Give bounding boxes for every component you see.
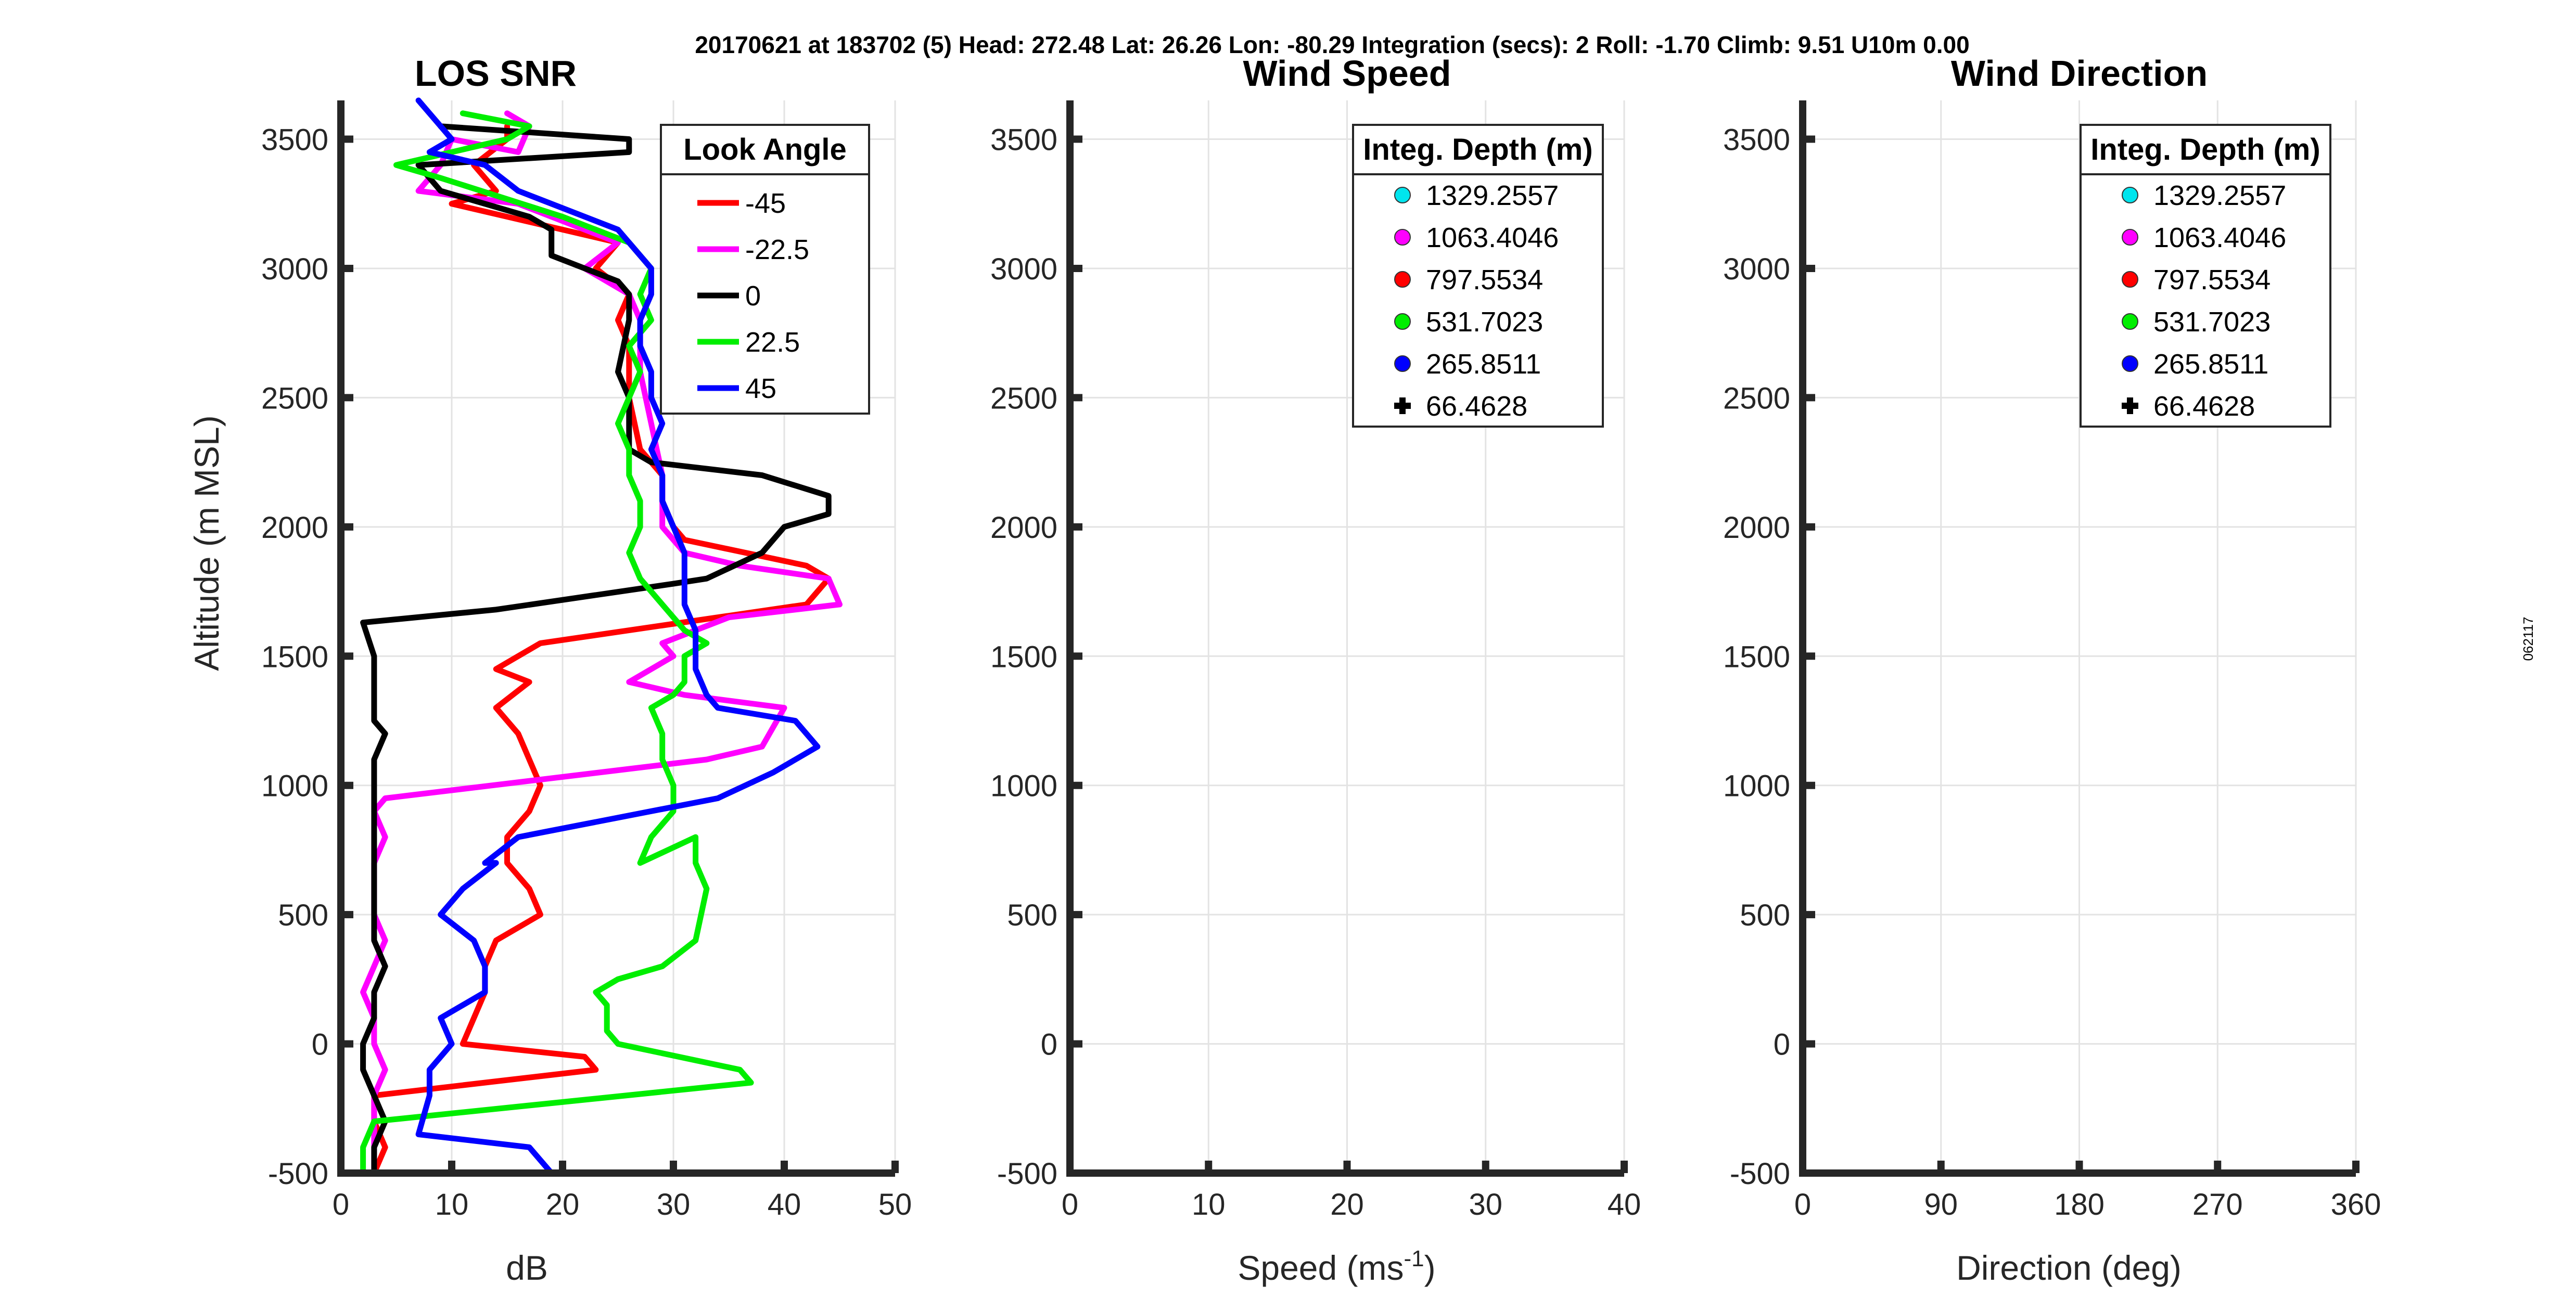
panel-2-xtick-label-270: 270 (2192, 1188, 2243, 1221)
panel-2-legend-swatch-265-8511 (2122, 355, 2138, 372)
panel-1-ytick-label-1500: 1500 (990, 640, 1057, 674)
panel-2-legend-swatch-1063-4046 (2122, 229, 2138, 246)
panel-2-ytick-label-1000: 1000 (1723, 769, 1790, 803)
panel-2-xtick-label-90: 90 (1924, 1188, 1958, 1221)
panel-1-xtick-label-0: 0 (1062, 1188, 1078, 1221)
panel-1-legend-label-531-7023: 531.7023 (1426, 306, 1543, 338)
panel-2-ytick-label-500: -500 (1730, 1157, 1790, 1191)
panel-0-ytick-label-2500: 2500 (261, 381, 328, 415)
panel-1-legend-title: Integ. Depth (m) (1363, 133, 1592, 166)
panel-1-xtick-label-30: 30 (1469, 1188, 1502, 1221)
panel-2-ytick-label-2000: 2000 (1723, 511, 1790, 545)
panel-2-legend-swatch-66-4628 (2122, 397, 2138, 414)
panel-1-ytick-label-2000: 2000 (990, 511, 1057, 545)
panel-0-ylabel: Altitude (m MSL) (187, 415, 226, 671)
panel-1-legend: Integ. Depth (m) 1329.2557 1063.4046 797.55… (1352, 124, 1604, 428)
panel-0-legend-label-0: 0 (745, 280, 761, 312)
panel-2-ytick-label-0: 0 (1774, 1028, 1790, 1062)
super-title: 20170621 at 183702 (5) Head: 272.48 Lat:… (695, 31, 1969, 58)
panel-1-legend-label-66-4628: 66.4628 (1426, 391, 1527, 422)
chart-wind-speed: 0 10 20 30 40-500050010001500200025003000350… (990, 53, 1641, 1287)
panel-2-legend-swatch-1329-2557 (2122, 187, 2138, 203)
panel-0-ytick-label-1000: 1000 (261, 769, 328, 803)
panel-2-legend-label-265-8511: 265.8511 (2153, 349, 2268, 380)
panel-2-ytick-label-1500: 1500 (1723, 640, 1790, 674)
panel-2-xlabel: Direction (deg) (1956, 1249, 2182, 1287)
panel-0-legend-label-45: 45 (745, 373, 776, 404)
panel-1-legend-label-1063-4046: 1063.4046 (1426, 222, 1559, 253)
panel-1-ytick-label-3000: 3000 (990, 252, 1057, 286)
panel-1-legend-swatch-797-5534 (1394, 271, 1411, 288)
panel-0-legend: Look Angle -45 -22.5 0 22.5 45 (660, 124, 870, 415)
panel-1-legend-label-1329-2557: 1329.2557 (1426, 180, 1559, 211)
panel-0-xtick-label-30: 30 (657, 1188, 691, 1221)
panel-1-xlabel: Speed (ms-1) (1238, 1246, 1435, 1287)
panel-0-series-0 (360, 123, 832, 1173)
panel-1-title: Wind Speed (1243, 53, 1451, 94)
panel-1-ytick-label-500: 500 (1007, 898, 1057, 932)
panel-0-ytick-label-3500: 3500 (261, 123, 328, 157)
chart-los-snr: 0 10 20 30 40 50-5000500100015002000250030003… (187, 53, 912, 1287)
panel-2-ytick-label-500: 500 (1740, 898, 1790, 932)
panel-2-legend-label-66-4628: 66.4628 (2153, 391, 2255, 422)
panel-1-ytick-label-2500: 2500 (990, 381, 1057, 415)
panel-2-title: Wind Direction (1951, 53, 2208, 94)
panel-0-legend-label-22-5: -22.5 (745, 234, 809, 265)
panel-0-legend-box (660, 124, 870, 415)
panel-1-xtick-label-10: 10 (1192, 1188, 1226, 1221)
panel-2-legend-label-1063-4046: 1063.4046 (2153, 222, 2286, 253)
panel-0-legend-label-45: -45 (745, 188, 786, 219)
panel-2-ytick-label-3000: 3000 (1723, 252, 1790, 286)
panel-2-xtick-label-360: 360 (2331, 1188, 2381, 1221)
panel-1-legend-swatch-531-7023 (1394, 313, 1411, 330)
panel-2-legend-label-1329-2557: 1329.2557 (2153, 180, 2286, 211)
panel-2-legend-swatch-797-5534 (2122, 271, 2138, 288)
panel-2-ytick-label-2500: 2500 (1723, 381, 1790, 415)
panel-1-xlabel-end: ) (1424, 1249, 1436, 1287)
chart-wind-direction: 0 90 180 270 360-500050010001500200025003000… (1723, 53, 2381, 1287)
panel-0-legend-title: Look Angle (683, 133, 847, 166)
panel-0-xlabel: dB (506, 1249, 548, 1287)
side-label: 062117 (2520, 617, 2536, 661)
panel-0-ytick-label-1500: 1500 (261, 640, 328, 674)
panel-0-series-22-5 (360, 110, 754, 1173)
panel-2-legend-label-797-5534: 797.5534 (2153, 264, 2271, 295)
panel-1-legend-swatch-1329-2557 (1394, 187, 1411, 203)
panel-1-legend-swatch-66-4628 (1394, 397, 1411, 414)
panel-2-xtick-label-0: 0 (1794, 1188, 1811, 1221)
panel-0-ytick-label-3000: 3000 (261, 252, 328, 286)
panel-1-xtick-label-20: 20 (1330, 1188, 1364, 1221)
panel-2-legend-swatch-531-7023 (2122, 313, 2138, 330)
panel-0-ytick-label-500: -500 (268, 1157, 328, 1191)
panel-1-xtick-label-40: 40 (1608, 1188, 1641, 1221)
panel-0-legend-label-22-5: 22.5 (745, 327, 800, 358)
panel-0-xtick-label-0: 0 (333, 1188, 349, 1221)
panel-1-legend-label-265-8511: 265.8511 (1426, 349, 1541, 380)
panel-0-xtick-label-40: 40 (768, 1188, 801, 1221)
panel-0-series-45 (415, 97, 821, 1173)
panel-2-legend-title: Integ. Depth (m) (2090, 133, 2320, 166)
panel-0-ytick-label-500: 500 (278, 898, 328, 932)
panel-0-ytick-label-0: 0 (312, 1028, 328, 1062)
panel-2-legend: Integ. Depth (m) 1329.2557 1063.4046 797.55… (2080, 124, 2331, 428)
panel-0-series-group (360, 97, 843, 1173)
panel-1-xlabel-superscript: -1 (1404, 1246, 1424, 1271)
panel-0-xtick-label-20: 20 (546, 1188, 580, 1221)
panel-0-xtick-label-10: 10 (435, 1188, 469, 1221)
panel-1-legend-swatch-265-8511 (1394, 355, 1411, 372)
panel-0-ytick-label-2000: 2000 (261, 511, 328, 545)
panel-1-ytick-label-500: -500 (997, 1157, 1057, 1191)
panel-0-title: LOS SNR (415, 53, 577, 94)
panel-1-ytick-label-3500: 3500 (990, 123, 1057, 157)
panel-2-ytick-label-3500: 3500 (1723, 123, 1790, 157)
panel-2-legend-label-531-7023: 531.7023 (2153, 306, 2271, 338)
panel-1-ytick-label-0: 0 (1041, 1028, 1057, 1062)
panel-1-legend-swatch-1063-4046 (1394, 229, 1411, 246)
panel-0-series-22-5 (360, 110, 843, 1173)
panel-1-ytick-label-1000: 1000 (990, 769, 1057, 803)
panel-0-xtick-label-50: 50 (878, 1188, 912, 1221)
panel-1-legend-label-797-5534: 797.5534 (1426, 264, 1543, 295)
panel-2-xtick-label-180: 180 (2054, 1188, 2105, 1221)
